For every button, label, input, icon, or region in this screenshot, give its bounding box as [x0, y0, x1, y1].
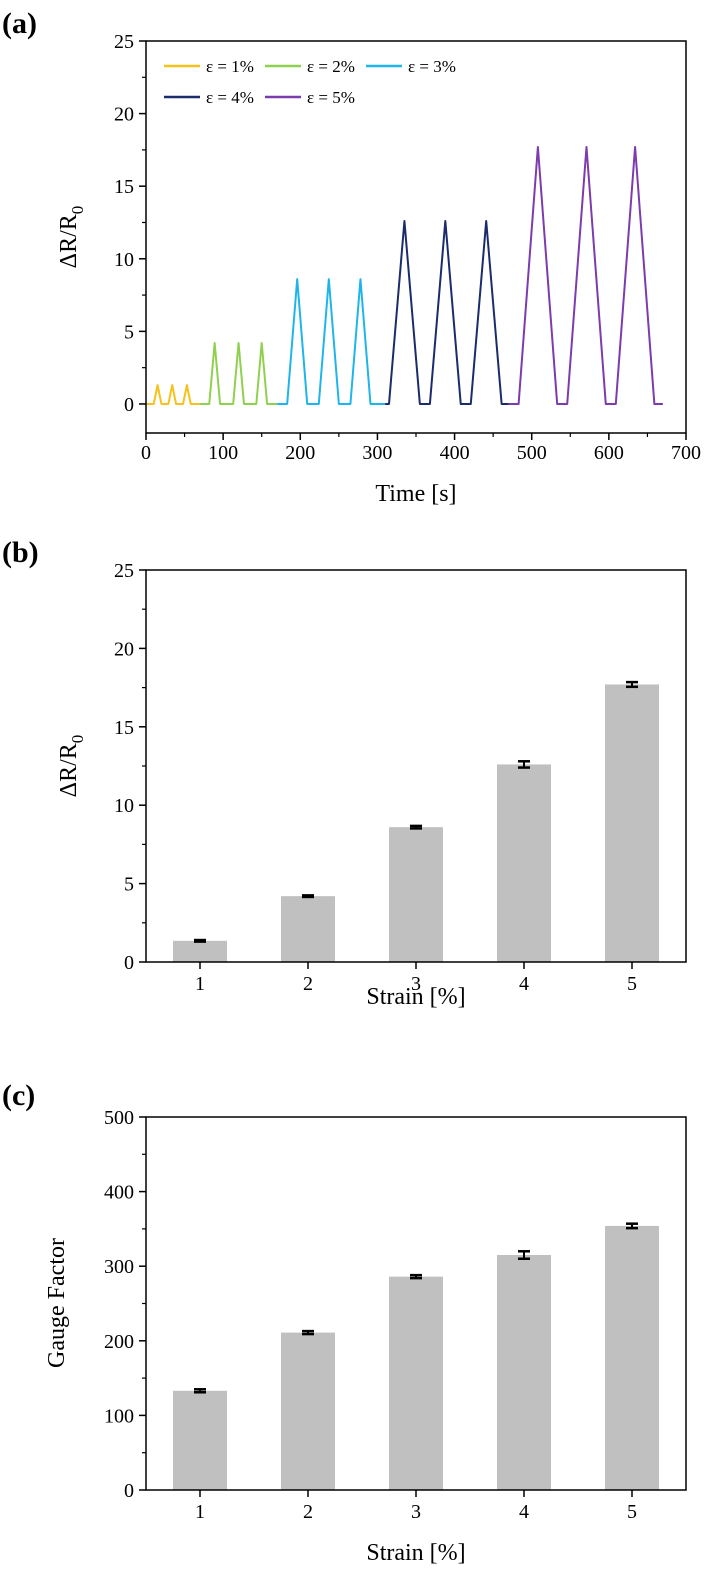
- panel-b-y-axis-title-subscript: 0: [68, 735, 87, 744]
- panel-a-line-chart: (a) 0 100 200 300 400 500 600 700 0 5 10 15 20 25 ε =…: [2, 7, 701, 507]
- panel-b-bar-5: [605, 684, 659, 962]
- panel-c-x-axis-title: Strain [%]: [366, 1540, 465, 1566]
- panel-a-legend-label-4: ε = 4%: [206, 88, 254, 107]
- panel-a-series-line-1: [145, 384, 201, 405]
- panel-c-y-tick-label: 200: [104, 1331, 134, 1353]
- svg-text:ΔR/R0: ΔR/R0: [56, 206, 87, 269]
- panel-a-series-line-3: [276, 278, 386, 405]
- panel-a-legend-label-1: ε = 1%: [206, 57, 254, 76]
- panel-a-letter: (a): [2, 7, 37, 40]
- panel-b-letter: (b): [2, 536, 39, 569]
- panel-a-x-tick-label: 600: [594, 442, 624, 464]
- panel-a-y-axis-title-main: ΔR/R: [56, 214, 82, 268]
- panel-b-x-tick-label: 2: [303, 973, 313, 995]
- panel-b-x-tick-label: 4: [519, 973, 529, 995]
- panel-a-x-axis-title: Time [s]: [375, 481, 456, 507]
- panel-c-bar-chart: (c) 1 2 3 4 5 0 100 200 300 400 500 Strain [%] Gau…: [2, 1079, 687, 1566]
- panel-b-bar-2: [281, 896, 335, 962]
- panel-c-y-tick-label: 300: [104, 1256, 134, 1278]
- panel-a-y-tick-label: 10: [114, 249, 134, 271]
- panel-a-x-tick-label: 0: [141, 442, 151, 464]
- panel-a-series-line-2: [199, 341, 278, 405]
- panel-a-series-line-4: [384, 220, 510, 405]
- panel-c-bar-5: [605, 1225, 659, 1490]
- panel-b-bar-1: [173, 940, 227, 962]
- panel-c-bar-1: [173, 1390, 227, 1490]
- panel-b-bars-group: [173, 680, 659, 962]
- panel-a-ticks: 0 100 200 300 400 500 600 700 0 5 10 15 20 25: [114, 31, 701, 464]
- panel-b-bar-3: [389, 827, 443, 962]
- panel-a-y-tick-label: 0: [124, 394, 134, 416]
- panel-a-x-tick-label: 500: [517, 442, 547, 464]
- panel-b-y-tick-label: 0: [124, 952, 134, 974]
- panel-b-y-axis-title-main: ΔR/R: [56, 743, 82, 797]
- panel-c-bar-3: [389, 1276, 443, 1490]
- panel-c-ticks: 1 2 3 4 5 0 100 200 300 400 500: [104, 1107, 637, 1523]
- panel-c-y-tick-label: 500: [104, 1107, 134, 1129]
- panel-b-y-tick-label: 10: [114, 795, 134, 817]
- panel-a-x-tick-label: 200: [285, 442, 315, 464]
- panel-c-bar-4: [497, 1255, 551, 1490]
- panel-c-y-tick-label: 0: [124, 1480, 134, 1502]
- panel-b-y-tick-label: 5: [124, 874, 134, 896]
- panel-a-legend: ε = 1% ε = 2% ε = 3% ε = 4% ε = 5%: [164, 57, 456, 107]
- panel-c-y-tick-label: 400: [104, 1182, 134, 1204]
- panel-c-letter: (c): [2, 1079, 35, 1112]
- panel-a-x-tick-label: 400: [440, 442, 470, 464]
- panel-a-y-axis-title-subscript: 0: [68, 206, 87, 215]
- panel-b-x-tick-label: 1: [195, 973, 205, 995]
- panel-b-y-axis-title: ΔR/R0: [56, 735, 87, 798]
- panel-c-bars-group: [173, 1222, 659, 1490]
- panel-c-x-tick-label: 1: [195, 1501, 205, 1523]
- panel-c-x-tick-label: 5: [627, 1501, 637, 1523]
- panel-c-y-axis-title: Gauge Factor: [44, 1238, 70, 1368]
- panel-b-x-tick-label: 5: [627, 973, 637, 995]
- panel-a-series-group: [145, 145, 664, 405]
- panel-a-legend-label-3: ε = 3%: [408, 57, 456, 76]
- panel-b-y-tick-label: 25: [114, 560, 134, 582]
- panel-c-x-tick-label: 3: [411, 1501, 421, 1523]
- panel-a-y-tick-label: 20: [114, 104, 134, 126]
- panel-a-x-tick-label: 100: [208, 442, 238, 464]
- panel-a-legend-label-2: ε = 2%: [307, 57, 355, 76]
- panel-a-x-tick-label: 300: [362, 442, 392, 464]
- panel-b-x-tick-label: 3: [411, 973, 421, 995]
- panel-a-series-line-5: [507, 145, 664, 405]
- panel-c-bar-2: [281, 1332, 335, 1490]
- panel-a-y-tick-label: 5: [124, 321, 134, 343]
- panel-b-bar-4: [497, 764, 551, 962]
- panel-a-y-tick-label: 15: [114, 176, 134, 198]
- panel-c-x-tick-label: 4: [519, 1501, 529, 1523]
- panel-a-legend-label-5: ε = 5%: [307, 88, 355, 107]
- panel-c-x-tick-label: 2: [303, 1501, 313, 1523]
- panel-b-ticks: 1 2 3 4 5 0 5 10 15 20 25: [114, 560, 637, 995]
- panel-b-y-tick-label: 20: [114, 638, 134, 660]
- panel-b-x-axis-title: Strain [%]: [366, 984, 465, 1010]
- svg-text:ΔR/R0: ΔR/R0: [56, 735, 87, 798]
- panel-b-y-tick-label: 15: [114, 717, 134, 739]
- panel-c-y-tick-label: 100: [104, 1405, 134, 1427]
- panel-a-y-axis-title: ΔR/R0: [56, 206, 87, 269]
- panel-a-y-tick-label: 25: [114, 31, 134, 53]
- panel-a-x-tick-label: 700: [671, 442, 701, 464]
- panel-c-y-axis-title-main: Gauge Factor: [44, 1238, 70, 1368]
